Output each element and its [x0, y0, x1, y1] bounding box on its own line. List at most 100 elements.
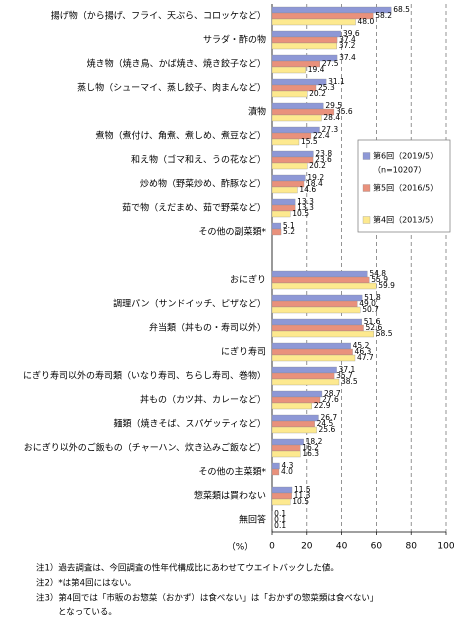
data-label: 39.6 — [343, 29, 360, 38]
y-tick-label: おにぎり — [230, 274, 266, 286]
bar — [271, 150, 314, 158]
data-label: 37.2 — [339, 41, 356, 50]
y-tick-label: その他の主菜類* — [198, 466, 266, 478]
data-label: 68.5 — [393, 5, 410, 14]
y-tick-label: 調理パン（サンドイッチ、ピザなど） — [113, 298, 266, 310]
x-tick-label: 80 — [405, 542, 417, 552]
bar — [271, 282, 377, 290]
data-label: 45.2 — [353, 341, 370, 350]
bar — [271, 444, 301, 452]
y-tick-label: 弁当類（丼もの・寿司以外） — [149, 322, 266, 334]
bar — [271, 450, 301, 458]
data-label: 24.5 — [317, 419, 334, 428]
data-label: 19.4 — [308, 65, 325, 74]
bar — [271, 366, 337, 374]
data-label: 4.3 — [281, 461, 293, 470]
note: となっている。 — [58, 608, 117, 618]
legend-swatch — [362, 216, 371, 224]
bar — [271, 378, 340, 386]
bar — [271, 468, 280, 476]
y-tick-label: 惣菜類は買わない — [194, 490, 266, 502]
data-label: 46.3 — [355, 347, 372, 356]
bar — [271, 102, 324, 110]
bar — [271, 348, 353, 356]
bar — [271, 198, 296, 206]
x-axis-unit: （%） — [227, 542, 254, 553]
data-label: 18.4 — [306, 179, 323, 188]
data-label: 35.7 — [336, 371, 353, 380]
data-label: 16.2 — [302, 443, 319, 452]
legend-swatch — [362, 184, 371, 192]
data-label: 26.7 — [320, 413, 337, 422]
data-label: 27.5 — [322, 59, 339, 68]
y-tick-label: 和え物（ゴマ和え、うの花など） — [131, 154, 266, 166]
data-label: 11.3 — [294, 491, 311, 500]
data-label: 15.5 — [301, 137, 318, 146]
bar — [271, 486, 293, 494]
bar — [271, 138, 300, 146]
bar — [271, 276, 370, 284]
bar — [271, 354, 356, 362]
data-label: 38.5 — [341, 377, 358, 386]
data-label: 51.6 — [364, 317, 381, 326]
data-label: 37.4 — [339, 35, 356, 44]
y-tick-label: 焼き物（焼き鳥、かば焼き、焼き餃子など） — [87, 58, 266, 70]
bar — [271, 156, 314, 164]
y-tick-label: 炒め物（野菜炒め、酢豚など） — [140, 178, 266, 190]
data-label: 35.6 — [336, 107, 353, 116]
data-label: 0.1 — [274, 515, 286, 524]
bar — [271, 396, 321, 404]
data-label: 28.4 — [323, 113, 340, 122]
bar — [271, 462, 280, 470]
data-label: 28.7 — [324, 389, 341, 398]
data-label: 25.3 — [318, 83, 335, 92]
y-tick-label: 漬物 — [248, 106, 266, 118]
bar — [271, 318, 362, 326]
bar — [271, 414, 319, 422]
y-tick-label: 煮物（煮付け、角煮、煮しめ、煮豆など） — [95, 130, 266, 142]
data-label: 10.5 — [292, 209, 309, 218]
data-label: 22.9 — [314, 401, 331, 410]
data-label: 48.0 — [358, 17, 375, 26]
data-label: 51.8 — [364, 293, 381, 302]
data-label: 20.2 — [309, 161, 326, 170]
legend-swatch — [362, 152, 371, 160]
data-label: 47.7 — [357, 353, 374, 362]
data-label: 37.1 — [339, 365, 356, 374]
bar — [271, 390, 323, 398]
y-tick-label: 麺類（焼きそば、スパゲッティなど） — [114, 418, 266, 430]
legend-box — [357, 139, 451, 233]
data-label: 16.3 — [302, 449, 319, 458]
legend-label: 第6回（2019/5） — [373, 151, 438, 161]
data-label: 58.5 — [376, 329, 393, 338]
x-tick-label: 20 — [301, 542, 313, 552]
note: 注3）第4回では「市販のお惣菜（おかず）は食べない」は「おかずの惣菜類は食べない… — [36, 593, 378, 604]
y-tick-label: サラダ・酢の物 — [203, 34, 266, 46]
y-tick-label: 茹で物（えだまめ、茹で野菜など） — [122, 202, 266, 214]
data-label: 25.6 — [319, 425, 336, 434]
data-label: 55.9 — [371, 275, 388, 284]
data-label: 59.9 — [378, 281, 395, 290]
data-label: 14.6 — [299, 185, 316, 194]
bar — [271, 162, 308, 170]
data-label: 13.3 — [297, 203, 314, 212]
bar — [271, 30, 342, 38]
data-label: 20.2 — [309, 89, 326, 98]
bar — [271, 438, 304, 446]
bar — [271, 372, 335, 380]
bar — [271, 174, 306, 182]
data-label: 19.2 — [307, 173, 324, 182]
data-label: 23.8 — [315, 149, 332, 158]
data-label: 5.1 — [283, 221, 295, 230]
bar — [271, 6, 392, 14]
data-label: 0.1 — [274, 521, 286, 530]
y-tick-label: 蒸し物（シューマイ、蒸し餃子、肉まんなど） — [77, 82, 266, 94]
y-tick-label: にぎり寿司以外の寿司類（いなり寿司、ちらし寿司、巻物） — [23, 370, 266, 382]
note: 注2）*は第4回にはない。 — [36, 578, 136, 589]
bar — [271, 42, 337, 50]
y-tick-label: おにぎり以外のご飯もの（チャーハン、炊き込みご飯など） — [24, 442, 266, 454]
legend-note: （n=10207） — [373, 166, 426, 175]
note: 注1）過去調査は、今回調査の性年代構成比にあわせてウエイトバックした値。 — [36, 563, 339, 574]
y-tick-label: 丼もの（カツ丼、カレーなど） — [140, 394, 266, 406]
